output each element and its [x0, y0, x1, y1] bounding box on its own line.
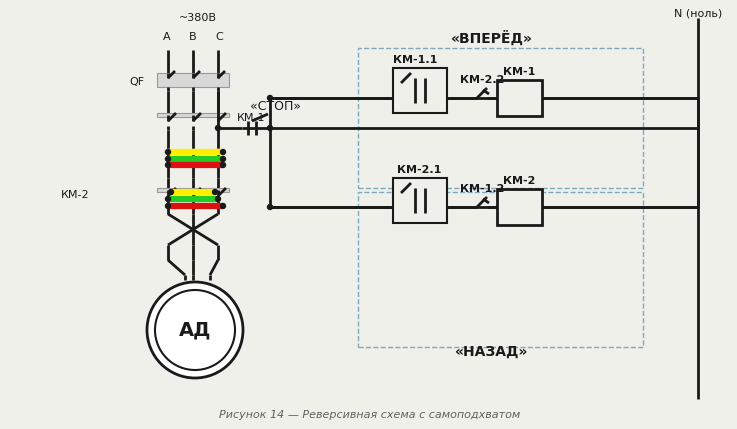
Circle shape	[220, 203, 226, 208]
Text: АД: АД	[179, 320, 212, 339]
Text: «СТОП»: «СТОП»	[251, 100, 301, 112]
Circle shape	[215, 196, 220, 202]
Circle shape	[155, 290, 235, 370]
Text: КМ-2.1: КМ-2.1	[397, 165, 441, 175]
Circle shape	[220, 157, 226, 161]
Text: КМ-1.2: КМ-1.2	[460, 184, 504, 194]
Circle shape	[215, 126, 220, 130]
Text: КМ-2: КМ-2	[503, 176, 535, 186]
Bar	[157, 73, 229, 87]
Circle shape	[166, 157, 170, 161]
Circle shape	[212, 190, 217, 194]
Text: Рисунок 14 — Реверсивная схема с самоподхватом: Рисунок 14 — Реверсивная схема с самопод…	[220, 410, 520, 420]
Text: B: B	[189, 32, 197, 42]
Text: КМ-2: КМ-2	[60, 190, 89, 200]
Circle shape	[166, 149, 170, 154]
Circle shape	[166, 196, 170, 202]
Circle shape	[268, 96, 273, 100]
Bar	[358, 192, 643, 347]
Text: КМ-1: КМ-1	[503, 67, 535, 77]
Bar	[157, 188, 229, 192]
Circle shape	[166, 163, 170, 167]
Bar	[157, 113, 229, 117]
Bar	[393, 178, 447, 223]
Text: КМ-2.2: КМ-2.2	[460, 75, 504, 85]
Text: A: A	[163, 32, 171, 42]
Circle shape	[220, 163, 226, 167]
Circle shape	[147, 282, 243, 378]
Text: QF: QF	[130, 77, 145, 87]
Text: C: C	[215, 32, 223, 42]
Text: N (ноль): N (ноль)	[674, 9, 722, 19]
Circle shape	[268, 126, 273, 130]
Bar	[497, 189, 542, 225]
Circle shape	[166, 203, 170, 208]
Text: «ВПЕРЁД»: «ВПЕРЁД»	[451, 30, 533, 45]
Text: «НАЗАД»: «НАЗАД»	[455, 345, 528, 359]
Bar	[358, 48, 643, 188]
Circle shape	[268, 205, 273, 209]
Text: КМ-1: КМ-1	[237, 113, 265, 123]
Bar	[393, 68, 447, 113]
Circle shape	[169, 190, 173, 194]
Bar	[497, 80, 542, 116]
Text: КМ-1.1: КМ-1.1	[393, 55, 437, 65]
Circle shape	[220, 149, 226, 154]
Text: ~380В: ~380В	[179, 13, 217, 23]
